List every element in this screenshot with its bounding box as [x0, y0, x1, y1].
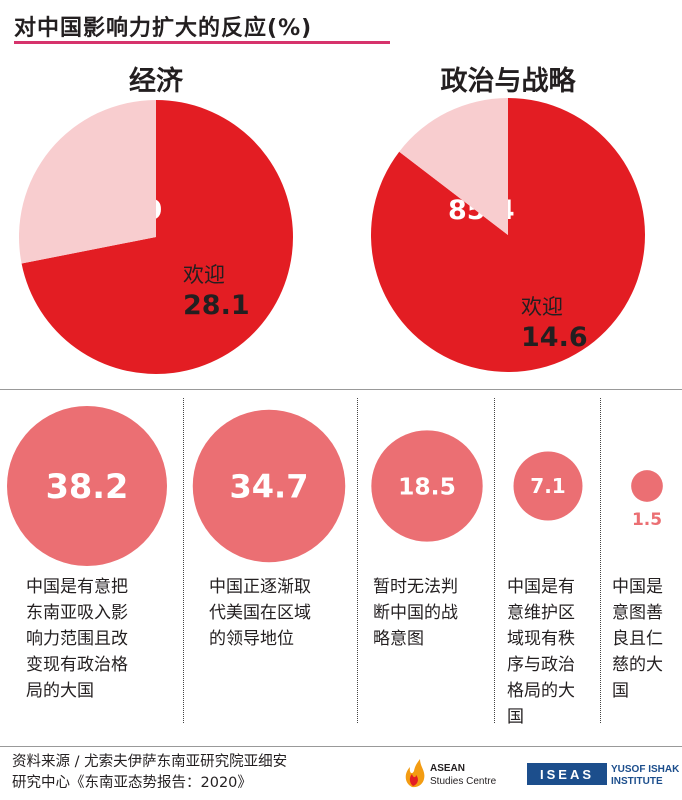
caption-line: 慈的大	[612, 655, 663, 675]
column-divider	[494, 398, 495, 723]
caption-line: 序与政治	[507, 655, 575, 675]
pie-title: 政治与战略	[441, 65, 577, 97]
pie-slice-value: 28.1	[183, 290, 250, 321]
bubble	[192, 409, 346, 563]
bubble-value: 7.1	[530, 474, 565, 498]
title-text: 对中国影响力扩大的反应	[14, 16, 268, 41]
pie-slice	[19, 100, 157, 264]
iseas-logo-line1: YUSOF ISHAK	[611, 764, 679, 775]
chart-title: 对中国影响力扩大的反应(%)	[14, 10, 312, 42]
bubble-value: 38.2	[46, 467, 129, 506]
pie-slice-value: 14.6	[521, 322, 588, 353]
caption-line: 中国正逐渐取	[209, 577, 311, 597]
caption-line: 的领导地位	[209, 629, 294, 649]
chart-canvas: 经济担忧71.9欢迎28.1政治与战略担忧85.4欢迎14.638.234.71…	[7, 65, 663, 566]
pie-slice-label: 欢迎	[521, 295, 563, 319]
caption-line: 暂时无法判	[373, 577, 458, 597]
caption-line: 断中国的战	[373, 603, 458, 623]
caption-line: 域现有秩	[507, 629, 575, 649]
asean-logo-line2: Studies Centre	[430, 776, 497, 787]
bubble-caption: 中国是有意把 东南亚吸入影 响力范围且改 变现有政治格 局的大国	[26, 574, 128, 704]
bubble-caption: 中国是有意维护区域现有秩序与政治格局的大国	[507, 574, 575, 730]
caption-line: 中国是	[612, 577, 663, 597]
caption-line: 格局的大	[507, 681, 575, 701]
pie-slice-label: 欢迎	[183, 263, 225, 287]
bubble	[513, 451, 583, 521]
caption-line: 局的大国	[26, 681, 94, 701]
pie-title: 经济	[129, 65, 184, 97]
caption-line: 国	[612, 681, 629, 701]
column-divider	[183, 398, 184, 723]
caption-line: 变现有政治格	[26, 655, 128, 675]
title-underline	[14, 41, 390, 44]
caption-line: 意图善	[612, 603, 663, 623]
source-note: 资料来源 / 尤索夫伊萨东南亚研究院亚细安 研究中心《东南亚态势报告：2020》	[12, 752, 287, 794]
flame-icon	[405, 759, 425, 788]
caption-line: 中国是有意把	[26, 577, 128, 597]
section-divider	[0, 389, 682, 390]
bubble-caption: 中国是意图善良且仁慈的大国	[612, 574, 663, 704]
column-divider	[357, 398, 358, 723]
bubble-value: 34.7	[230, 468, 309, 506]
title-unit: (%)	[267, 16, 313, 41]
caption-line: 响力范围且改	[26, 629, 128, 649]
bubble-value: 1.5	[632, 510, 662, 530]
caption-line: 东南亚吸入影	[26, 603, 128, 623]
caption-line: 良且仁	[612, 629, 663, 649]
iseas-logo-mark: ISEAS	[540, 767, 594, 782]
caption-line: 国	[507, 707, 524, 727]
bubble	[631, 470, 663, 502]
source-line: 资料来源 / 尤索夫伊萨东南亚研究院亚细安	[12, 754, 288, 770]
caption-line: 意维护区	[507, 603, 575, 623]
source-line: 研究中心《东南亚态势报告：2020》	[12, 775, 252, 791]
pie-slice	[21, 100, 293, 374]
asean-logo-line1: ASEAN	[430, 763, 465, 774]
caption-line: 中国是有	[507, 577, 575, 597]
pie-slice	[399, 98, 508, 235]
caption-line: 略意图	[373, 629, 424, 649]
bubble-caption: 中国正逐渐取 代美国在区域 的领导地位	[209, 574, 311, 652]
footer-divider	[0, 746, 682, 747]
bubble-value: 18.5	[398, 472, 456, 500]
bubble	[7, 406, 167, 566]
column-divider	[600, 398, 601, 723]
asean-studies-centre-logo: ASEAN Studies Centre	[405, 759, 497, 788]
iseas-yusof-ishak-logo: ISEAS YUSOF ISHAK INSTITUTE	[527, 763, 679, 787]
iseas-logo-line2: INSTITUTE	[611, 776, 663, 787]
bubble-caption: 暂时无法判断中国的战略意图	[373, 574, 458, 652]
bubble	[371, 430, 483, 542]
caption-line: 代美国在区域	[209, 603, 311, 623]
